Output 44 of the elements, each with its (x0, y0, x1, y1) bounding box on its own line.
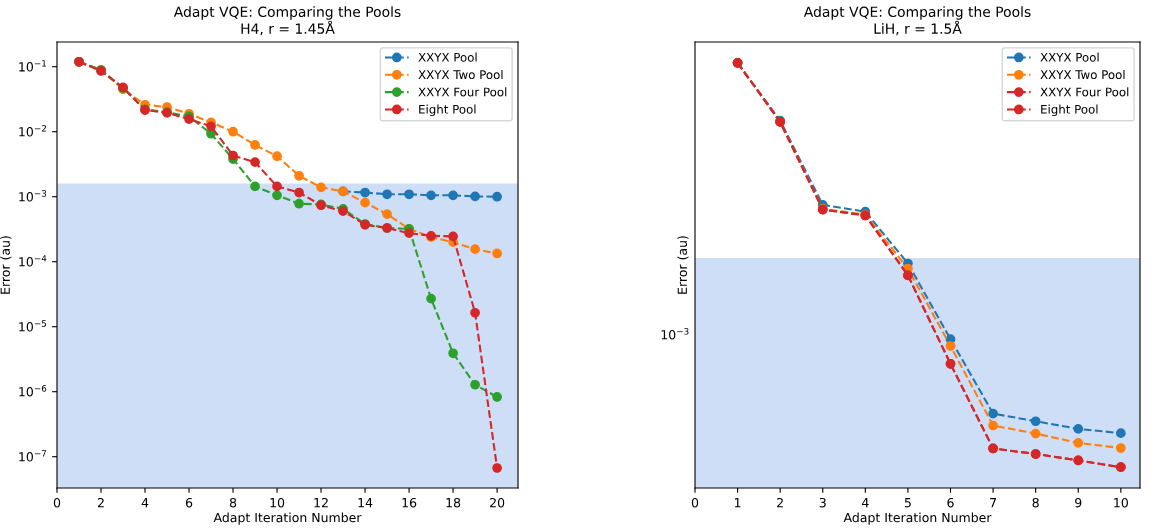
x-tick-label: 0 (691, 497, 699, 508)
x-tick-label: 4 (861, 498, 869, 508)
legend-label: XXYX Pool (418, 52, 477, 62)
x-tick-label: 10 (1114, 497, 1128, 508)
y-tick-label: 10$^{−4}$ (19, 255, 47, 267)
y-tick-label: 10$^{−7}$ (19, 450, 47, 462)
x-tick-label: 6 (947, 497, 954, 508)
x-tick-label: 14 (358, 498, 373, 508)
y-tick-label: 10$^{−3}$ (19, 190, 47, 202)
y-tick-label: 10$^{−6}$ (19, 385, 47, 397)
legend-label: XXYX Two Pool (418, 69, 503, 80)
legend-label: Eight Pool (1041, 104, 1098, 117)
x-tick-label: 8 (229, 497, 237, 508)
x-tick-label: 9 (1075, 497, 1082, 508)
x-tick-label: 6 (185, 497, 193, 508)
x-tick-label: 16 (402, 497, 417, 508)
legend-label: XXYX Pool (1040, 52, 1099, 62)
y-tick-label: 10$^{−5}$ (19, 320, 47, 332)
x-tick-label: 18 (446, 497, 461, 508)
x-tick-label: 8 (1032, 497, 1039, 508)
y-axis-title: Error (au) (677, 236, 689, 294)
x-axis-title: Adapt Iteration Number (843, 512, 992, 525)
x-tick-label: 5 (904, 498, 911, 508)
x-tick-label: 20 (490, 497, 505, 508)
y-tick-label: 10$^{−1}$ (19, 60, 47, 72)
x-axis-title: Adapt Iteration Number (213, 512, 362, 525)
x-tick-label: 0 (53, 497, 61, 508)
x-tick-label: 12 (314, 497, 328, 508)
x-tick-label: 4 (141, 498, 149, 508)
text: 10$^{−3}$ (661, 327, 689, 340)
x-tick-label: 7 (990, 498, 996, 508)
x-tick-label: 1 (734, 498, 741, 508)
x-tick-label: 2 (97, 497, 104, 508)
legend-label: XXYX Four Pool (1040, 87, 1129, 97)
legend-label: Eight Pool (419, 104, 476, 117)
legend-label: XXYX Two Pool (1040, 69, 1125, 80)
chart-title: Adapt VQE: Comparing the Pools H4, r = 1.45Å (173, 6, 401, 36)
y-axis-title: Error (au) (0, 236, 12, 294)
legend-label: XXYX Four Pool (418, 87, 507, 97)
x-tick-label: 2 (777, 497, 783, 508)
x-tick-label: 10 (270, 497, 285, 508)
chart-title: Adapt VQE: Comparing the Pools LiH, r = 1.5Å (803, 6, 1031, 36)
x-tick-label: 3 (819, 497, 826, 508)
y-tick-label: 10$^{−2}$ (19, 125, 46, 137)
